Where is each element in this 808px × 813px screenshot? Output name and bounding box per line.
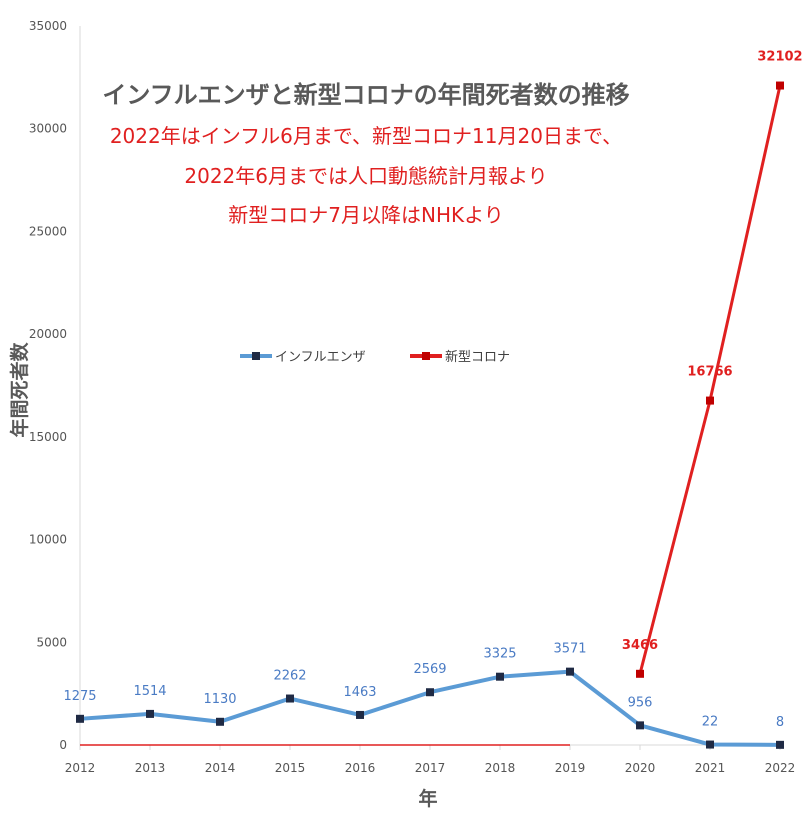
y-tick-label: 5000 [36, 635, 67, 649]
legend-marker-influenza [252, 352, 260, 360]
legend: インフルエンザ 新型コロナ [240, 349, 510, 365]
x-tick-label: 2014 [205, 761, 236, 775]
data-label-influenza: 1130 [203, 692, 236, 707]
data-label-influenza: 2569 [413, 662, 446, 677]
x-tick-label: 2020 [625, 761, 656, 775]
point-influenza [776, 740, 784, 749]
chart-title: インフルエンザと新型コロナの年間死者数の推移 [102, 81, 629, 109]
legend-marker-covid [422, 352, 430, 360]
y-axis-title: 年間死者数 [8, 342, 31, 438]
data-label-covid: 32102 [757, 50, 802, 65]
x-tick-label: 2018 [485, 761, 516, 775]
data-label-covid: 16766 [687, 365, 732, 380]
point-covid [776, 81, 784, 90]
point-influenza [356, 710, 364, 719]
y-tick-label: 20000 [29, 327, 67, 341]
y-tick-label: 35000 [29, 19, 67, 33]
data-label-influenza: 22 [702, 715, 719, 730]
x-axis-title: 年 [418, 787, 437, 808]
series-line-influenza [79, 669, 781, 747]
point-influenza [706, 740, 714, 749]
legend-label-influenza: インフルエンザ [275, 350, 366, 365]
point-influenza [426, 688, 434, 697]
chart-subtitle-line-3: 新型コロナ7月以降はNHKより [228, 203, 503, 227]
x-tick-labels: 2012 2013 2014 2015 2016 2017 2018 2019 2020 2021… [65, 745, 796, 775]
data-labels: 1275 1514 1130 2262 1463 2569 3325 3571 956 22 8 34… [63, 50, 802, 730]
x-tick-label: 2016 [345, 761, 376, 775]
point-covid [636, 669, 644, 678]
x-tick-label: 2022 [765, 761, 796, 775]
y-tick-label: 0 [59, 738, 67, 752]
data-label-influenza: 3325 [483, 647, 516, 662]
point-covid [706, 396, 714, 405]
y-tick-labels: 0 5000 10000 15000 20000 25000 30000 35000 [29, 19, 67, 752]
point-influenza [146, 709, 154, 718]
chart-subtitle-line-1: 2022年はインフル6月まで、新型コロナ11月20日まで、 [110, 124, 622, 148]
series-line-covid [638, 85, 782, 675]
point-influenza [286, 694, 294, 703]
data-label-covid: 3466 [622, 638, 658, 653]
point-influenza [76, 714, 84, 723]
series-layer [76, 81, 784, 749]
y-tick-label: 25000 [29, 224, 67, 238]
y-tick-label: 10000 [29, 533, 67, 547]
data-label-influenza: 8 [776, 715, 784, 730]
data-label-influenza: 2262 [273, 669, 306, 684]
data-label-influenza: 1463 [343, 685, 376, 700]
point-influenza [216, 717, 224, 726]
x-tick-label: 2012 [65, 761, 96, 775]
data-label-influenza: 1514 [133, 684, 166, 699]
x-tick-label: 2017 [415, 761, 446, 775]
data-label-influenza: 3571 [553, 642, 586, 657]
legend-label-covid: 新型コロナ [445, 349, 510, 365]
point-influenza [566, 667, 574, 676]
x-tick-label: 2019 [555, 761, 586, 775]
data-label-influenza: 956 [628, 695, 653, 710]
point-influenza [496, 672, 504, 681]
y-tick-label: 30000 [29, 122, 67, 136]
x-tick-label: 2021 [695, 761, 726, 775]
chart-subtitle-line-2: 2022年6月までは人口動態統計月報より [184, 164, 547, 188]
point-influenza [636, 721, 644, 730]
x-tick-label: 2015 [275, 761, 306, 775]
data-label-influenza: 1275 [63, 689, 96, 704]
x-tick-label: 2013 [135, 761, 166, 775]
y-tick-label: 15000 [29, 430, 67, 444]
